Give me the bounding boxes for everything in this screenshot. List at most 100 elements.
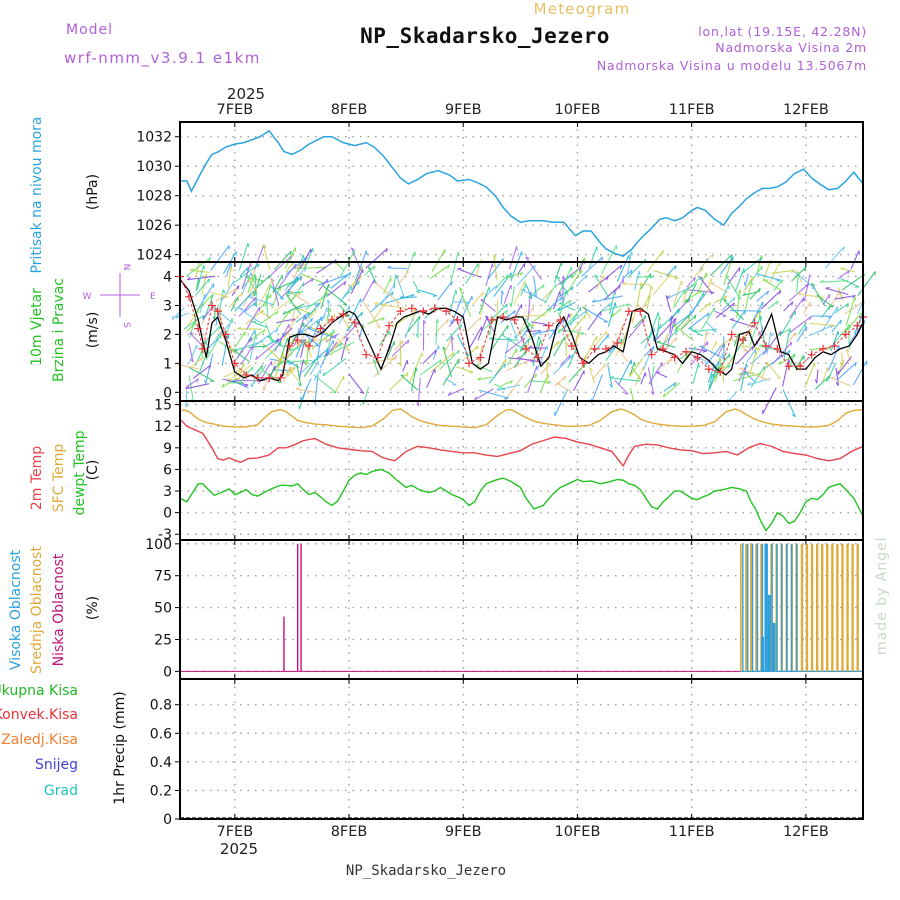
wind-arrow: [631, 366, 642, 380]
cloud-unit: (%): [85, 596, 101, 620]
wind-arrow: [746, 348, 756, 363]
temp-label-2m: 2m Temp: [29, 446, 45, 510]
wind-arrow: [698, 276, 713, 294]
wind-arrow-head: [650, 285, 654, 290]
wind-arrow: [821, 306, 839, 332]
wind-arrow: [350, 269, 364, 295]
wind-arrow: [283, 366, 291, 383]
wind-gust-marker: [841, 330, 850, 339]
wind-arrow: [432, 345, 440, 360]
wind-arrow: [413, 280, 420, 294]
wind-arrow: [489, 324, 509, 352]
wind-arrow: [581, 256, 604, 277]
wind-arrow: [661, 358, 673, 367]
wind-arrow: [210, 245, 230, 271]
wind-arrow: [840, 352, 844, 367]
wind-arrow: [488, 363, 506, 384]
wind-arrow-head: [196, 378, 199, 383]
wind-gust-marker: [693, 353, 702, 362]
wind-arrow-head: [315, 302, 320, 307]
wind-arrow: [431, 249, 446, 273]
wind-arrow: [233, 349, 251, 363]
wind-arrow-head: [594, 274, 599, 278]
wind-arrow: [443, 337, 453, 354]
wind-arrow-head: [619, 264, 623, 270]
wind-arrow: [247, 270, 256, 283]
wind-arrow: [393, 274, 397, 287]
ytick-label: 100: [145, 537, 172, 553]
wind-arrow-head: [438, 345, 440, 350]
wind-arrow-head: [407, 339, 410, 344]
wind-arrow: [672, 323, 694, 341]
wind-arrow-head: [742, 292, 747, 296]
wind-arrow: [264, 284, 272, 307]
wind-arrow: [436, 318, 449, 333]
wind-arrow: [744, 273, 749, 286]
wind-arrow: [236, 337, 252, 360]
wind-arrow: [289, 282, 305, 305]
xtick-label-top: 12FEB: [783, 102, 829, 118]
wind-arrow: [285, 261, 294, 273]
wind-arrow-head: [556, 276, 561, 279]
wind-arrow-head: [513, 335, 518, 340]
wind-arrow: [553, 261, 563, 284]
wind-arrow-head: [339, 342, 343, 347]
wind-gust-marker: [194, 324, 203, 333]
wind-arrow: [302, 278, 314, 287]
wind-arrow: [343, 320, 360, 339]
wind-arrow: [297, 328, 320, 347]
wind-arrow-head: [268, 275, 271, 280]
wind-arrow: [656, 316, 660, 339]
wind-arrow: [766, 362, 781, 380]
wind-arrow-head: [414, 251, 416, 256]
panel-frame-pressure: [179, 121, 864, 263]
wind-arrow: [411, 367, 417, 392]
xtick-label-top: 9FEB: [445, 102, 482, 118]
wind-arrow-head: [251, 366, 254, 371]
cloud-label-low: Niska Oblacnost: [51, 553, 67, 666]
wind-arrow: [729, 318, 755, 328]
wind-arrow: [402, 360, 408, 372]
wind-arrow: [592, 295, 623, 303]
wind-arrow-head: [237, 326, 242, 330]
wind-arrow-head: [203, 265, 206, 270]
wind-gust-marker: [624, 307, 633, 316]
wind-arrow: [289, 369, 300, 382]
wind-arrow-head: [757, 310, 762, 314]
wind-arrow-head: [348, 272, 352, 277]
wind-arrow: [444, 377, 457, 386]
wind-gust-marker: [207, 301, 216, 310]
wind-arrow: [503, 284, 512, 304]
xtick-label-bottom: 8FEB: [331, 824, 368, 840]
wind-arrow-head: [503, 363, 506, 368]
wind-arrow-head: [333, 329, 336, 334]
wind-arrow-head: [698, 363, 701, 368]
wind-arrow-head: [837, 331, 840, 336]
wind-arrow-head: [320, 316, 323, 321]
precip-legend-item: Grad: [44, 783, 78, 799]
wind-arrow-head: [630, 251, 634, 256]
wind-arrow: [707, 364, 715, 384]
wind-arrow: [558, 302, 576, 311]
wind-arrow-head: [722, 364, 726, 369]
wind-arrow: [669, 315, 673, 333]
wind-arrow-head: [583, 363, 586, 369]
wind-arrow-head: [549, 307, 552, 312]
wind-arrow: [317, 274, 348, 286]
wind-arrow: [633, 315, 647, 329]
wind-arrow-head: [385, 248, 388, 253]
wind-arrow-head: [233, 349, 238, 352]
wind-arrow: [560, 273, 574, 285]
wind-arrow-head: [636, 303, 639, 308]
wind-arrow-head: [732, 302, 735, 307]
year-label-top: 2025: [227, 85, 265, 103]
wind-arrow: [238, 297, 256, 318]
wind-arrow-head: [656, 340, 661, 343]
wind-arrow-head: [622, 281, 627, 285]
wind-arrow: [370, 291, 394, 313]
wind-arrow: [666, 321, 675, 348]
wind-arrow-head: [254, 303, 258, 307]
wind-arrow-head: [398, 362, 402, 367]
wind-arrow: [636, 282, 642, 304]
wind-arrow-head: [570, 274, 574, 279]
